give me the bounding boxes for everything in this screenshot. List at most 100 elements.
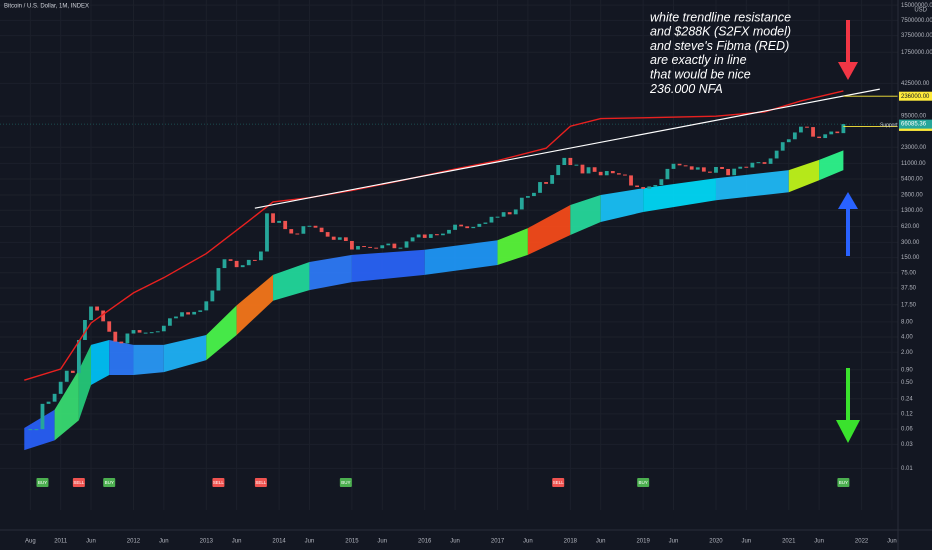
y-tick-label: 4.00	[901, 335, 913, 341]
candle	[89, 306, 93, 321]
candle	[137, 330, 142, 333]
signal-tag	[637, 478, 650, 487]
candle	[635, 185, 639, 188]
band-segment	[819, 150, 844, 181]
candle	[695, 167, 700, 170]
candle	[313, 225, 318, 228]
trendline	[254, 88, 880, 209]
candle	[598, 171, 603, 176]
candle	[629, 175, 633, 186]
candle	[568, 157, 573, 166]
band-segment	[206, 305, 237, 361]
candle	[252, 259, 257, 261]
candle	[234, 260, 239, 268]
candle	[744, 166, 749, 168]
candle	[204, 301, 209, 311]
x-tick-label: 2013	[200, 539, 214, 545]
annotation-line: white trendline resistance	[650, 10, 791, 24]
x-tick-label: Jun	[887, 539, 897, 545]
band-segment	[527, 205, 571, 255]
band-segment	[133, 344, 164, 375]
y-tick-label: 1750000.00	[901, 50, 932, 56]
band-segment	[497, 228, 528, 265]
candle	[641, 187, 646, 189]
candle	[155, 331, 160, 333]
x-tick-label: Jun	[669, 539, 679, 545]
candle	[689, 166, 694, 170]
band-segment	[236, 274, 274, 335]
candle	[289, 229, 294, 234]
y-tick-label: 7500000.00	[901, 18, 932, 24]
candle	[677, 163, 682, 166]
candle	[404, 241, 409, 248]
candle	[186, 312, 190, 315]
signal-label: SELL	[255, 480, 267, 485]
annotation-line: that would be nice	[650, 67, 751, 81]
signal-label: BUY	[639, 480, 648, 485]
x-tick-label: 2014	[272, 539, 286, 545]
candle	[167, 318, 172, 326]
candle	[447, 229, 451, 234]
candle	[841, 124, 846, 134]
candle	[574, 164, 579, 166]
candle	[180, 312, 184, 317]
x-tick-label: 2022	[855, 539, 869, 545]
candle	[107, 321, 112, 332]
candle	[428, 234, 433, 238]
signal-label: BUY	[38, 480, 47, 485]
candle	[653, 185, 658, 187]
candle	[95, 306, 99, 311]
candle	[501, 212, 506, 217]
candle	[714, 166, 718, 173]
annotation-line: and $288K (S2FX model)	[650, 25, 791, 39]
candle	[780, 142, 785, 151]
candle	[368, 246, 373, 248]
candle	[265, 213, 269, 252]
candle	[52, 393, 57, 402]
candle	[610, 171, 615, 174]
x-tick-label: Jun	[159, 539, 169, 545]
annotation-line: and steve's Fibma (RED)	[650, 39, 789, 53]
candle	[471, 226, 476, 229]
candle	[271, 213, 275, 223]
candle	[708, 171, 712, 173]
candle	[131, 330, 136, 334]
candle	[350, 240, 354, 250]
x-tick-label: Jun	[377, 539, 387, 545]
candle	[125, 333, 130, 344]
annotation-line: 236.000 NFA	[649, 82, 723, 96]
candle	[811, 127, 815, 137]
candle	[295, 233, 300, 235]
price-tag-label: 66085.36	[901, 122, 927, 128]
candle	[616, 173, 621, 175]
y-tick-label: 0.01	[901, 466, 913, 472]
candle	[774, 150, 779, 159]
candle	[246, 259, 251, 266]
y-tick-label: 8.00	[901, 319, 913, 325]
candle	[519, 197, 524, 210]
x-tick-label: Jun	[814, 539, 824, 545]
candle	[46, 401, 51, 404]
band-segment	[109, 339, 134, 375]
candle	[101, 310, 106, 322]
candle	[459, 224, 464, 227]
y-tick-label: 0.12	[901, 412, 913, 418]
candle	[58, 381, 63, 394]
y-tick-label: 15000000.00	[901, 3, 932, 9]
x-tick-label: Aug	[25, 539, 36, 545]
candle	[799, 126, 803, 133]
y-tick-label: 17.50	[901, 302, 917, 308]
candle	[538, 182, 542, 193]
price-tag-label: 236000.00	[901, 94, 930, 100]
candle	[550, 175, 555, 184]
candle	[410, 237, 415, 242]
candle	[792, 132, 797, 140]
candle	[283, 220, 288, 230]
y-tick-label: 1300.00	[901, 208, 923, 214]
candle	[380, 245, 385, 249]
candle	[161, 325, 166, 332]
unit-label: USD	[914, 8, 927, 14]
plot: BUY SELL BUY SELL SELL BUY SELL BUY BUY	[0, 88, 898, 487]
candle	[76, 339, 81, 373]
candle	[671, 163, 676, 169]
